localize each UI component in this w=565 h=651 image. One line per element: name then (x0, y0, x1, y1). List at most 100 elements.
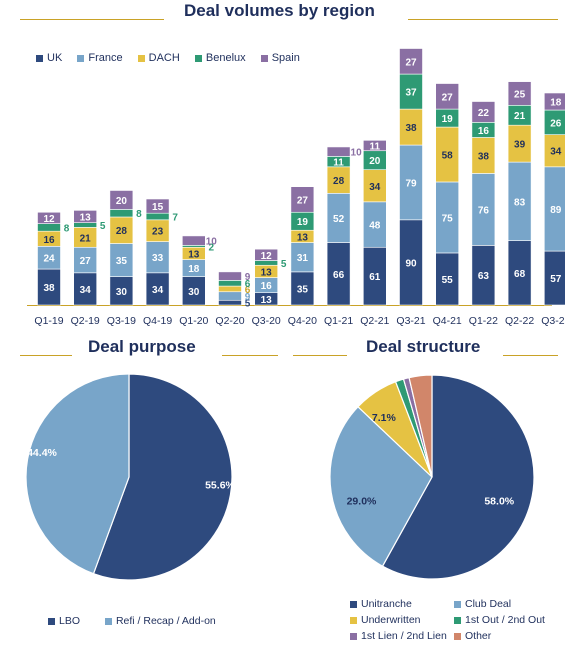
bar-label-spain-q4-21: 27 (442, 92, 454, 103)
legend-swatch-benelux (194, 54, 202, 62)
bar-label-spain-q2-19: 13 (80, 213, 92, 224)
legend-label-refi: Refi / Recap / Add-on (115, 615, 216, 627)
legend-swatch-underwritten (350, 617, 357, 624)
legend-swatch-first-out (454, 617, 461, 624)
structure-slice-other (408, 374, 433, 478)
legend-swatch-unitranche (350, 601, 357, 608)
legend-item-lbo: LBO (48, 615, 80, 627)
bar-label-dach-q4-19: 23 (152, 227, 164, 238)
bar-label-benelux-q2-19: 5 (100, 221, 106, 232)
bar-label-france-q1-19: 24 (43, 254, 55, 265)
chart-title-structure: Deal structure (366, 337, 481, 356)
bar-label-uk-q3-22: 57 (550, 274, 562, 285)
bar-label-benelux-q2-22: 21 (514, 111, 526, 122)
bar-label-dach-q1-20: 13 (188, 249, 200, 260)
bar-label-dach-q1-22: 38 (478, 151, 490, 162)
legend-label-first-lien: 1st Lien / 2nd Lien (361, 630, 447, 642)
bar-label-dach-q3-22: 34 (550, 147, 562, 158)
bar-france-q2-20 (218, 291, 242, 301)
x-tick-label-q3-20: Q3-20 (252, 315, 281, 327)
bar-label-uk-q1-20: 30 (188, 287, 200, 298)
bar-label-dach-q2-20: 6 (245, 285, 251, 296)
bar-label-spain-q3-22: 18 (550, 98, 562, 109)
bar-label-spain-q1-22: 22 (478, 108, 490, 119)
bar-label-uk-q2-22: 68 (514, 269, 526, 280)
chart-title-regions: Deal volumes by region (184, 1, 375, 20)
x-tick-label-q1-19: Q1-19 (34, 315, 63, 327)
bar-label-france-q4-21: 75 (442, 213, 454, 224)
legend-swatch-other (454, 633, 461, 640)
bar-label-benelux-q2-20: 6 (245, 279, 251, 290)
bar-label-spain-q2-20: 9 (245, 272, 251, 283)
bar-label-spain-q4-20: 27 (297, 195, 309, 206)
legend-label-first-out: 1st Out / 2nd Out (465, 614, 545, 626)
legend-label-lbo: LBO (59, 615, 81, 627)
bar-label-dach-q1-21: 28 (333, 176, 345, 187)
deal-volume-bar-chart: 382416812Q1-19342721513Q2-19303528820Q3-… (27, 48, 565, 327)
bar-label-spain-q1-19: 12 (43, 214, 55, 225)
purpose-rule-left (20, 355, 72, 356)
x-tick-label-q1-20: Q1-20 (179, 315, 208, 327)
bar-spain-q2-21 (362, 140, 387, 152)
bar-spain-q2-22 (507, 81, 532, 106)
bar-spain-q3-19 (109, 190, 134, 210)
legend-swatch-refi (104, 617, 112, 625)
legend-item-france: France (77, 52, 123, 64)
x-tick-label-q2-21: Q2-21 (360, 315, 389, 327)
structure-label-club-deal: 29.0% (347, 496, 377, 508)
purpose-slice-refi-recap-add-on (25, 373, 130, 575)
bar-label-france-q2-22: 83 (514, 197, 526, 208)
purpose-legend: LBO Refi / Recap / Add-on (48, 615, 228, 628)
structure-legend-row-3: 1st Lien / 2nd Lien Other (350, 629, 560, 645)
structure-slice-club-deal (329, 405, 433, 568)
legend-label-benelux: Benelux (205, 52, 246, 64)
bar-label-france-q4-20: 31 (297, 253, 309, 264)
legend-swatch-first-lien (350, 633, 357, 640)
legend-swatch-lbo (48, 617, 55, 625)
bar-label-spain-q2-22: 25 (514, 89, 526, 100)
bar-label-spain-q4-19: 15 (152, 202, 164, 213)
bar-label-benelux-q1-21: 11 (333, 158, 344, 169)
legend-item-other: Other (454, 629, 491, 644)
bar-spain-q4-21 (435, 83, 460, 110)
legend-label-underwritten: Underwritten (361, 614, 421, 626)
bar-label-france-q3-21: 79 (405, 178, 417, 189)
x-tick-label-q2-19: Q2-19 (71, 315, 100, 327)
bar-label-uk-q1-19: 38 (43, 283, 55, 294)
bar-label-benelux-q1-19: 8 (64, 223, 70, 234)
region-legend: UK France DACH Benelux Spain (36, 52, 312, 65)
bar-label-france-q2-19: 27 (80, 256, 92, 267)
bar-label-uk-q4-20: 35 (297, 284, 309, 295)
bar-label-spain-q3-20: 12 (261, 251, 273, 262)
bar-uk-q2-20 (218, 299, 242, 306)
bar-benelux-q3-19 (109, 209, 134, 218)
legend-swatch-uk (36, 54, 43, 62)
bar-label-dach-q3-21: 38 (405, 123, 417, 134)
bar-label-spain-q2-21: 11 (370, 142, 381, 153)
bar-label-uk-q2-21: 61 (369, 272, 381, 283)
legend-item-first-out: 1st Out / 2nd Out (454, 613, 545, 628)
title-rule-left (20, 19, 164, 20)
legend-item-benelux: Benelux (194, 52, 246, 64)
bar-label-france-q3-20: 16 (261, 281, 273, 292)
purpose-label-refi-recap-add-on: 44.4% (27, 447, 57, 459)
bar-label-benelux-q3-20: 5 (281, 259, 287, 270)
bar-label-france-q4-19: 33 (152, 253, 164, 264)
legend-label-uk: UK (47, 52, 63, 64)
x-tick-label-q4-21: Q4-21 (433, 315, 462, 327)
bar-label-benelux-q2-21: 20 (369, 156, 381, 167)
legend-item-refi: Refi / Recap / Add-on (104, 615, 216, 627)
structure-legend: Unitranche Club Deal Underwritten 1st Out … (350, 597, 560, 645)
bar-spain-q2-19 (73, 210, 97, 223)
bar-label-dach-q2-19: 21 (80, 233, 92, 244)
x-tick-label-q3-21: Q3-21 (396, 315, 425, 327)
legend-label-france: France (88, 52, 123, 64)
bar-label-france-q2-21: 48 (369, 221, 381, 232)
deal-structure-pie-chart: 58.0%29.0%7.1%1.3%0.9%3.6% (329, 374, 535, 580)
legend-swatch-club-deal (454, 601, 461, 608)
bar-label-uk-q2-20: 5 (245, 299, 251, 310)
bar-benelux-q4-19 (145, 212, 170, 221)
bar-label-uk-q4-19: 34 (152, 285, 164, 296)
legend-item-dach: DACH (137, 52, 180, 64)
bar-label-benelux-q4-21: 19 (442, 114, 454, 125)
